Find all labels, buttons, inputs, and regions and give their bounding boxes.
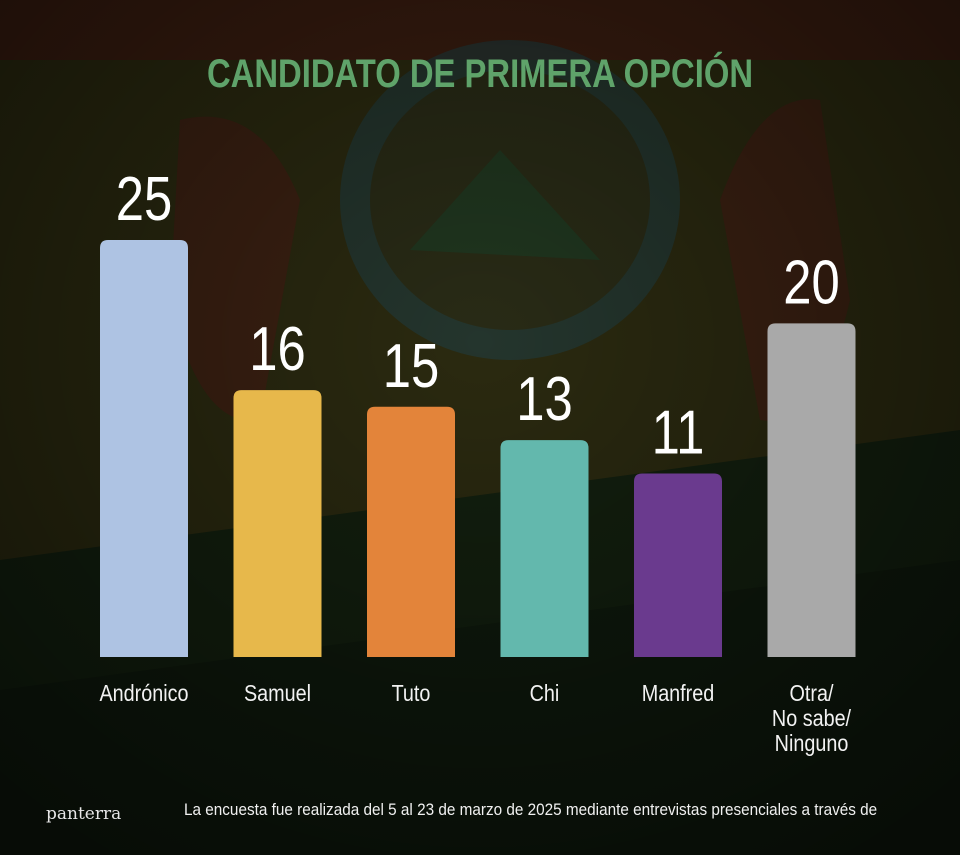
- category-label-1: Samuel: [244, 681, 311, 707]
- bar-2: [367, 406, 455, 657]
- category-label-3: Chi: [530, 681, 560, 707]
- data-label-5: 20: [783, 249, 840, 318]
- chart-title: CANDIDATO DE PRIMERA OPCIÓN: [206, 52, 754, 96]
- category-label-0: Andrónico: [99, 681, 188, 707]
- bar-5: [767, 323, 856, 657]
- data-label-0: 25: [116, 165, 173, 234]
- category-label-5: Otra/No sabe/Ninguno: [772, 681, 851, 757]
- bar-1: [233, 390, 322, 657]
- category-label-4: Manfred: [642, 681, 715, 707]
- data-label-1: 16: [249, 315, 306, 384]
- bar-0: [100, 240, 188, 657]
- category-label-2: Tuto: [392, 681, 431, 707]
- bar-3: [500, 440, 589, 657]
- survey-note: La encuesta fue realizada del 5 al 23 de…: [184, 800, 878, 819]
- data-label-4: 11: [652, 399, 705, 468]
- data-label-3: 13: [516, 365, 573, 434]
- data-label-2: 15: [383, 332, 440, 401]
- bar-4: [634, 473, 722, 657]
- brand-logo: panterra: [46, 804, 122, 824]
